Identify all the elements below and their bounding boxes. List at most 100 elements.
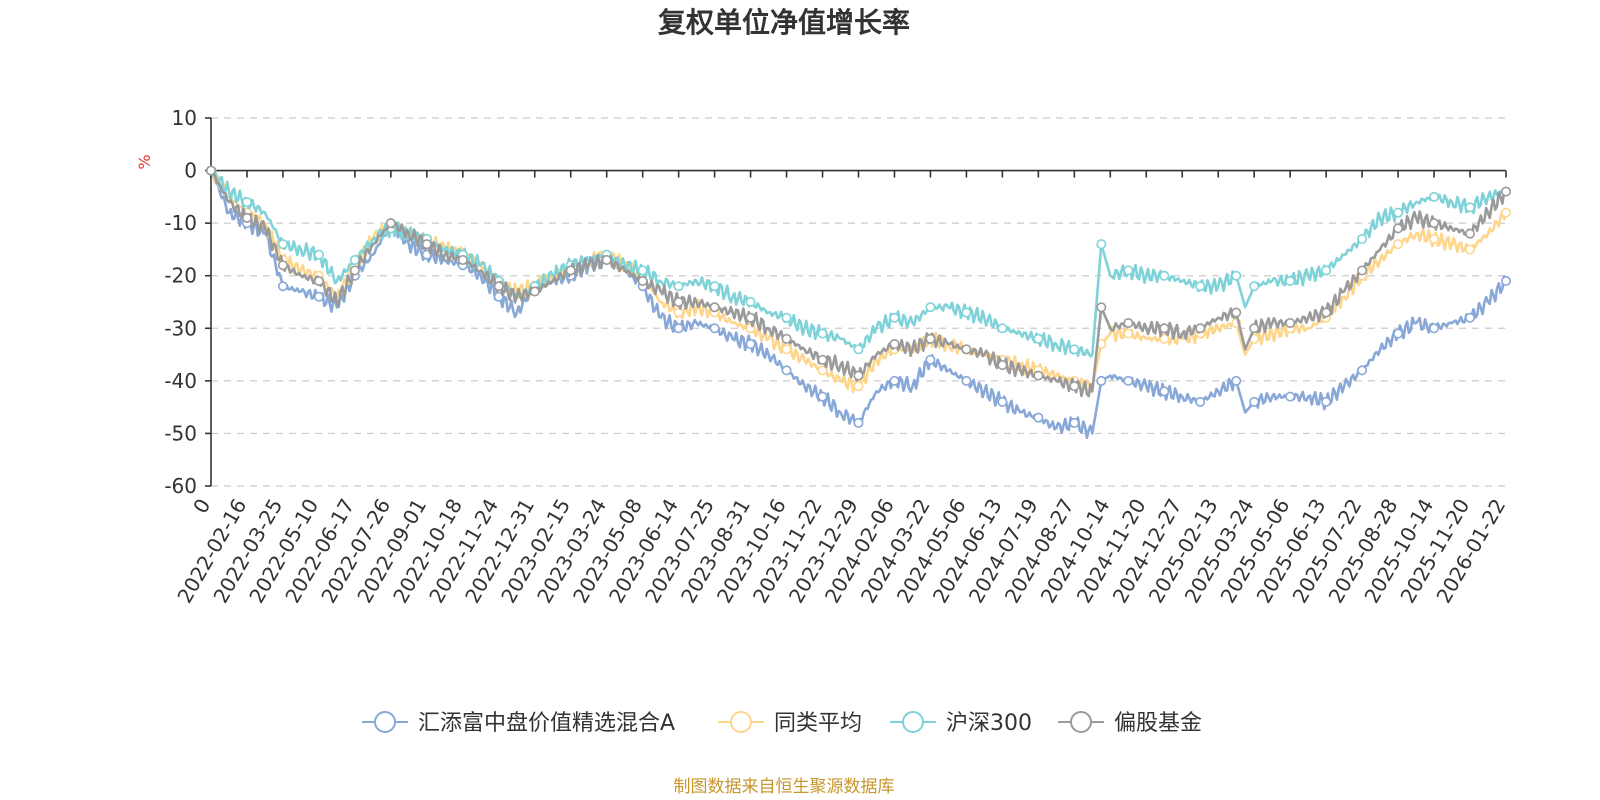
series-2-point-8: [349, 254, 360, 265]
series-2-point-66: [1357, 233, 1368, 244]
series-3-point-20: [565, 265, 576, 276]
series-3-point-30: [745, 312, 756, 323]
y-tick-label-5: -40: [164, 369, 197, 393]
legend-item-3[interactable]: 偏股基金: [1058, 711, 1202, 736]
series-3-point-34: [817, 354, 828, 365]
series-1-point-72: [1465, 244, 1476, 255]
series-2-point-2: [241, 197, 252, 208]
series-2-point-52: [1123, 265, 1134, 276]
series-0-point-36: [853, 417, 864, 428]
series-0-point-40: [925, 354, 936, 365]
series-3-point-26: [673, 296, 684, 307]
series-3-point-48: [1069, 381, 1080, 392]
series-3-point-36: [853, 370, 864, 381]
series-2-point-4: [277, 239, 288, 250]
series-3-point-72: [1465, 228, 1476, 239]
y-tick-label-3: -20: [164, 264, 197, 288]
x-tick-label-0: 0: [188, 495, 215, 518]
y-tick-label-7: -60: [164, 474, 197, 498]
legend-item-2[interactable]: 沪深300: [890, 711, 1032, 736]
series-3-point-42: [961, 344, 972, 355]
series-3-point-0: [206, 165, 217, 176]
series-line-0: [209, 169, 1508, 440]
series-1-point-36: [853, 381, 864, 392]
series-2-point-38: [889, 312, 900, 323]
series-2-point-64: [1321, 265, 1332, 276]
series-0-point-68: [1393, 328, 1404, 339]
series-1-point-26: [673, 307, 684, 318]
series-0-point-72: [1465, 312, 1476, 323]
y-tick-label-6: -50: [164, 421, 197, 445]
series-2-point-62: [1285, 275, 1296, 286]
series-1-point-68: [1393, 239, 1404, 250]
series-3-point-28: [709, 302, 720, 313]
series-1-point-52: [1123, 328, 1134, 339]
legend[interactable]: 汇添富中盘价值精选混合A 同类平均 沪深300 偏股基金: [362, 711, 1202, 736]
series-0-point-58: [1231, 375, 1242, 386]
series-2-point-68: [1393, 207, 1404, 218]
legend-label-0: 汇添富中盘价值精选混合A: [418, 711, 675, 736]
series-2-point-28: [709, 281, 720, 292]
series-3-point-22: [601, 254, 612, 265]
legend-item-0[interactable]: 汇添富中盘价值精选混合A: [362, 711, 675, 736]
series-3-point-38: [889, 339, 900, 350]
series-2-point-26: [673, 281, 684, 292]
series-0-point-26: [673, 323, 684, 334]
plot-series: [206, 165, 1512, 440]
series-2-point-6: [313, 249, 324, 260]
series-3-point-62: [1285, 318, 1296, 329]
series-3-point-14: [457, 254, 468, 265]
series-2-point-72: [1465, 202, 1476, 213]
series-3-point-60: [1249, 323, 1260, 334]
series-3-point-2: [241, 212, 252, 223]
series-1-point-54: [1159, 333, 1170, 344]
series-3-point-58: [1231, 307, 1242, 318]
series-2-point-58: [1231, 270, 1242, 281]
series-0-point-6: [313, 291, 324, 302]
series-1-point-74: [1501, 207, 1512, 218]
legend-label-2: 沪深300: [946, 711, 1032, 736]
chart-title: 复权单位净值增长率: [658, 6, 910, 39]
series-0-point-62: [1285, 391, 1296, 402]
y-axis-ticks: 10 0 -10 -20 -30 -40 -50 -60: [164, 106, 211, 498]
series-line-3: [209, 169, 1508, 398]
series-0-point-52: [1123, 375, 1134, 386]
series-3-point-40: [925, 333, 936, 344]
series-2-point-36: [853, 344, 864, 355]
legend-marker-3: [1070, 711, 1092, 733]
series-0-point-74: [1501, 275, 1512, 286]
series-0-point-66: [1357, 365, 1368, 376]
series-2-point-44: [997, 323, 1008, 334]
legend-label-1: 同类平均: [774, 711, 862, 736]
series-1-point-34: [817, 365, 828, 376]
series-0-point-60: [1249, 396, 1260, 407]
series-2-point-60: [1249, 281, 1260, 292]
legend-marker-2: [902, 711, 924, 733]
series-3-point-18: [529, 286, 540, 297]
series-3-point-54: [1159, 323, 1170, 334]
series-0-point-4: [277, 281, 288, 292]
series-3-point-70: [1429, 218, 1440, 229]
series-3-point-66: [1357, 265, 1368, 276]
series-2-point-70: [1429, 191, 1440, 202]
legend-item-1[interactable]: 同类平均: [718, 711, 862, 736]
series-0-point-70: [1429, 323, 1440, 334]
legend-marker-1: [730, 711, 752, 733]
series-2-point-34: [817, 328, 828, 339]
series-3-point-4: [277, 260, 288, 271]
series-3-point-56: [1195, 323, 1206, 334]
y-tick-label-0: 10: [172, 106, 197, 130]
series-3-point-74: [1501, 186, 1512, 197]
series-0-point-46: [1033, 412, 1044, 423]
series-0-point-16: [493, 291, 504, 302]
series-3-point-24: [637, 275, 648, 286]
series-2-point-50: [1096, 239, 1107, 250]
series-3-point-52: [1123, 318, 1134, 329]
series-3-point-16: [493, 281, 504, 292]
series-0-point-50: [1096, 375, 1107, 386]
data-source-note: 制图数据来自恒生聚源数据库: [674, 777, 895, 797]
series-3-point-50: [1096, 302, 1107, 313]
y-tick-label-4: -30: [164, 316, 197, 340]
series-2-point-40: [925, 302, 936, 313]
series-1-point-70: [1429, 233, 1440, 244]
